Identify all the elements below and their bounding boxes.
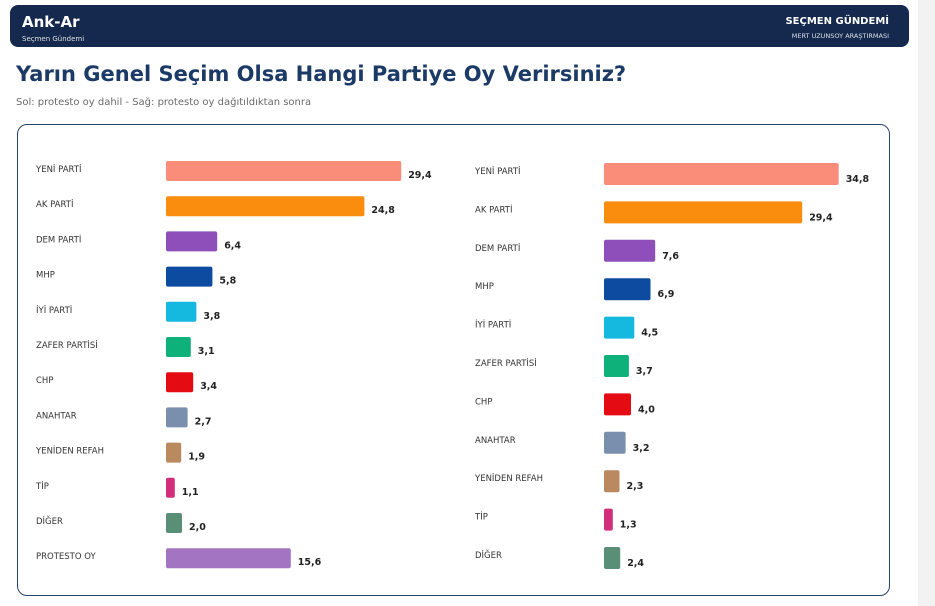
bar-protesto-oy <box>166 548 291 569</box>
header-right-title: SEÇMEN GÜNDEMİ <box>785 16 889 27</box>
value-label-anahtar: 2,7 <box>195 416 212 427</box>
value-label-yeni-parti: 34,8 <box>846 174 870 185</box>
bar-tip <box>166 477 175 498</box>
right-bar-chart: YENİ PARTİ 34,8 AK PARTİ 29,4 DEM PARTİ 7,6 MH… <box>474 163 870 569</box>
category-label-ak-parti: AK PARTİ <box>475 204 512 215</box>
category-label-anahtar: ANAHTAR <box>36 411 77 421</box>
bar-tip <box>604 508 613 531</box>
value-label-mhp: 5,8 <box>219 276 236 287</box>
value-label-protesto-oy: 15,6 <box>298 557 322 568</box>
chart-card: YENİ PARTİ 29,4 AK PARTİ 24,8 DEM PARTİ 6,4 MH… <box>17 124 890 596</box>
category-label-yeni-parti: YENİ PARTİ <box>474 166 521 177</box>
value-label-ak-parti: 24,8 <box>371 205 395 216</box>
category-label-chp: CHP <box>36 376 53 386</box>
category-label-zafer-partisi: ZAFER PARTİSİ <box>475 358 537 369</box>
value-label-iyi-parti: 3,8 <box>203 311 220 322</box>
category-label-tip: TİP <box>474 512 488 523</box>
value-label-diger: 2,4 <box>627 558 644 569</box>
value-label-anahtar: 3,2 <box>633 443 650 454</box>
bar-anahtar <box>604 431 626 454</box>
bar-chp <box>166 372 194 393</box>
bar-diger <box>604 547 621 569</box>
page-subtitle: Sol: protesto oy dahil - Sağ: protesto o… <box>16 97 312 108</box>
category-label-anahtar: ANAHTAR <box>475 436 516 446</box>
category-label-protesto-oy: PROTESTO OY <box>36 552 96 562</box>
category-label-mhp: MHP <box>475 282 494 292</box>
value-label-zafer-partisi: 3,1 <box>198 346 215 357</box>
value-label-zafer-partisi: 3,7 <box>636 366 653 377</box>
category-label-diger: DİĞER <box>36 515 63 527</box>
left-bar-chart: YENİ PARTİ 29,4 AK PARTİ 24,8 DEM PARTİ 6,4 MH… <box>35 161 432 569</box>
value-label-chp: 3,4 <box>200 381 217 392</box>
bar-iyi-parti <box>604 316 635 339</box>
category-label-yeniden-refah: YENİDEN REFAH <box>35 446 104 457</box>
bar-yeniden-refah <box>166 442 182 463</box>
value-label-yeniden-refah: 1,9 <box>188 452 205 463</box>
bar-dem-parti <box>166 231 218 252</box>
value-label-iyi-parti: 4,5 <box>641 328 658 339</box>
category-label-ak-parti: AK PARTİ <box>36 199 73 210</box>
category-label-zafer-partisi: ZAFER PARTİSİ <box>36 340 98 351</box>
bar-anahtar <box>166 407 188 428</box>
category-label-mhp: MHP <box>36 271 55 281</box>
bar-mhp <box>604 278 651 301</box>
value-label-mhp: 6,9 <box>658 289 675 300</box>
category-label-dem-parti: DEM PARTİ <box>475 243 520 254</box>
value-label-yeniden-refah: 2,3 <box>627 481 644 492</box>
bar-chp <box>604 393 631 416</box>
brand-name: Ank-Ar <box>22 13 80 31</box>
value-label-tip: 1,3 <box>620 520 637 531</box>
category-label-chp: CHP <box>475 397 492 407</box>
value-label-diger: 2,0 <box>189 522 206 533</box>
value-label-dem-parti: 6,4 <box>224 240 241 251</box>
bar-dem-parti <box>604 239 656 262</box>
page-title: Yarın Genel Seçim Olsa Hangi Partiye Oy … <box>16 62 627 86</box>
value-label-ak-parti: 29,4 <box>809 212 833 223</box>
bar-yeni-parti <box>166 161 402 181</box>
bar-ak-parti <box>166 196 365 217</box>
bar-zafer-partisi <box>166 337 191 357</box>
window-edge <box>918 0 935 606</box>
category-label-yeni-parti: YENİ PARTİ <box>35 164 82 175</box>
bar-yeniden-refah <box>604 470 620 493</box>
category-label-iyi-parti: İYİ PARTİ <box>475 320 511 331</box>
header-bar: Ank-Ar Seçmen Gündemi SEÇMEN GÜNDEMİ MER… <box>10 5 909 47</box>
bar-yeni-parti <box>604 163 839 185</box>
bar-diger <box>166 513 182 533</box>
value-label-tip: 1,1 <box>182 487 199 498</box>
value-label-dem-parti: 7,6 <box>662 251 679 262</box>
category-label-diger: DİĞER <box>475 549 502 561</box>
bar-ak-parti <box>604 201 803 224</box>
bar-charts: YENİ PARTİ 29,4 AK PARTİ 24,8 DEM PARTİ 6,4 MH… <box>35 161 870 569</box>
value-label-yeni-parti: 29,4 <box>408 170 432 181</box>
category-label-tip: TİP <box>35 481 49 492</box>
bar-iyi-parti <box>166 301 197 322</box>
bar-mhp <box>166 266 213 287</box>
brand-subtitle: Seçmen Gündemi <box>22 35 85 43</box>
category-label-yeniden-refah: YENİDEN REFAH <box>474 473 543 484</box>
category-label-iyi-parti: İYİ PARTİ <box>36 305 72 316</box>
header-right-subtitle: MERT UZUNSOY ARAŞTIRMASI <box>791 32 889 40</box>
value-label-chp: 4,0 <box>638 404 655 415</box>
category-label-dem-parti: DEM PARTİ <box>36 234 81 245</box>
bar-zafer-partisi <box>604 355 629 377</box>
